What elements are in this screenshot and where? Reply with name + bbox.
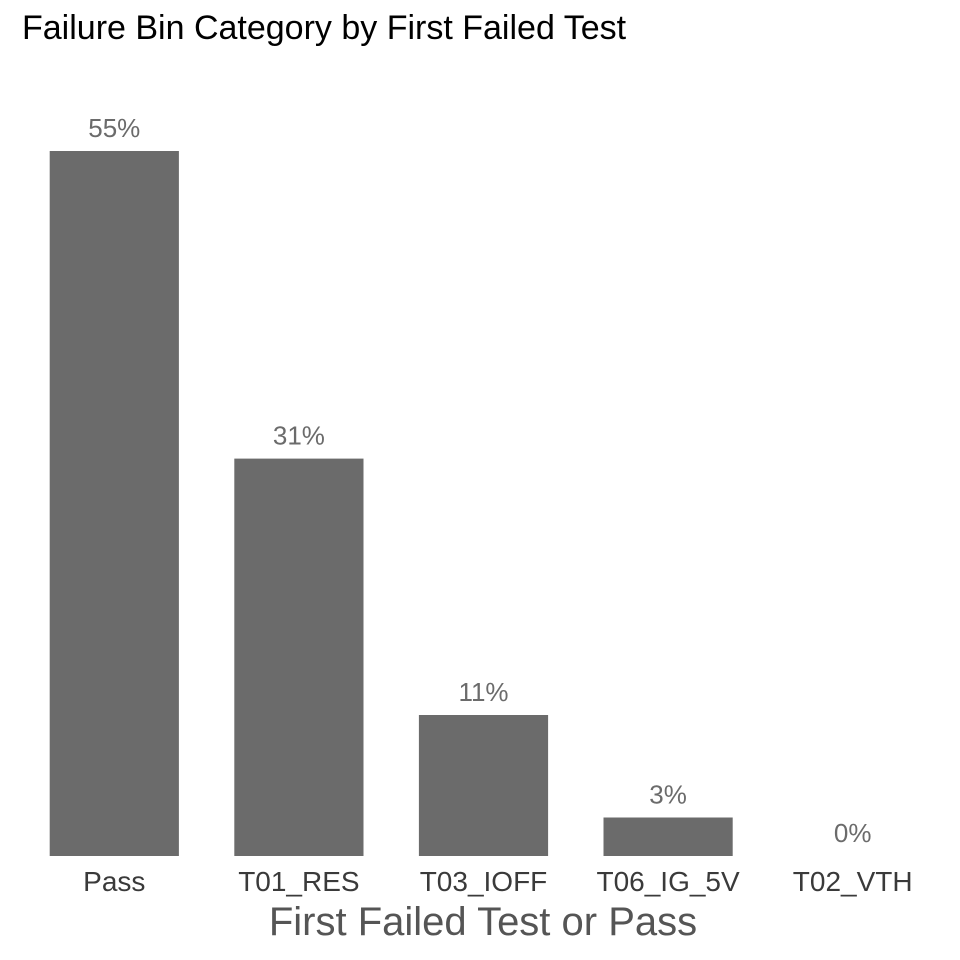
chart-title: Failure Bin Category by First Failed Tes…	[22, 9, 627, 47]
bar-pass	[49, 151, 179, 856]
data-label-t06-ig-5v: 3%	[649, 780, 687, 810]
bars-layer	[49, 151, 733, 856]
x-tick-labels-layer: Pass T01_RES T03_IOFF T06_IG_5V T02_VTH	[83, 866, 912, 897]
data-labels-layer: 55% 31% 11% 3% 0%	[88, 113, 871, 848]
data-label-t03-ioff: 11%	[458, 677, 508, 707]
x-tick-label-t03-ioff: T03_IOFF	[420, 866, 548, 897]
data-label-pass: 55%	[88, 113, 140, 143]
data-label-t02-vth: 0%	[834, 818, 872, 848]
x-tick-label-pass: Pass	[83, 866, 145, 897]
x-tick-label-t02-vth: T02_VTH	[793, 866, 913, 897]
bar-t01-res	[234, 458, 364, 856]
bar-t03-ioff	[418, 715, 549, 856]
x-tick-label-t01-res: T01_RES	[238, 866, 359, 897]
data-label-t01-res: 31%	[273, 421, 325, 451]
x-tick-label-t06-ig-5v: T06_IG_5V	[596, 866, 740, 897]
bar-t06-ig-5v	[603, 817, 733, 856]
x-axis-title: First Failed Test or Pass	[269, 900, 697, 944]
